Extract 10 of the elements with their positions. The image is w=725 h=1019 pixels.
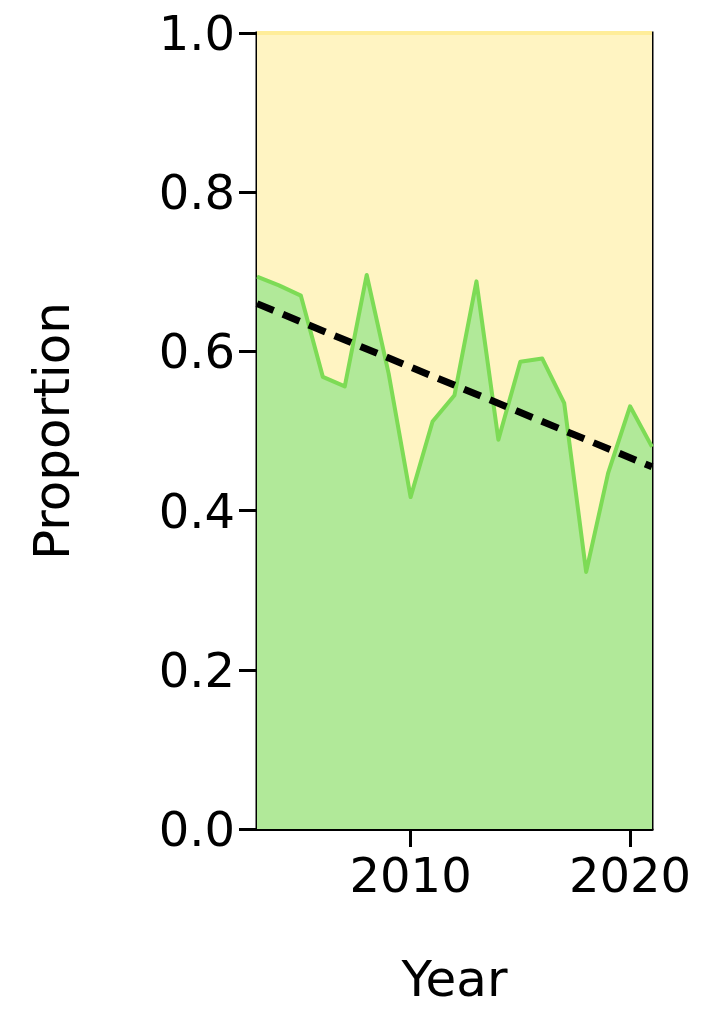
- x-axis-title: Year: [400, 950, 508, 1008]
- x-tick-label: 2020: [568, 847, 692, 903]
- y-tick-label: 0.2: [158, 641, 235, 698]
- y-tick-label: 0.8: [158, 164, 235, 221]
- x-tick-label: 2010: [349, 847, 472, 903]
- y-tick-label: 0.4: [158, 482, 235, 539]
- y-tick-label: 1.0: [158, 5, 235, 61]
- y-axis-title: Proportion: [23, 302, 81, 560]
- y-tick-label: 0.0: [158, 801, 235, 857]
- y-tick-label: 0.6: [158, 323, 235, 380]
